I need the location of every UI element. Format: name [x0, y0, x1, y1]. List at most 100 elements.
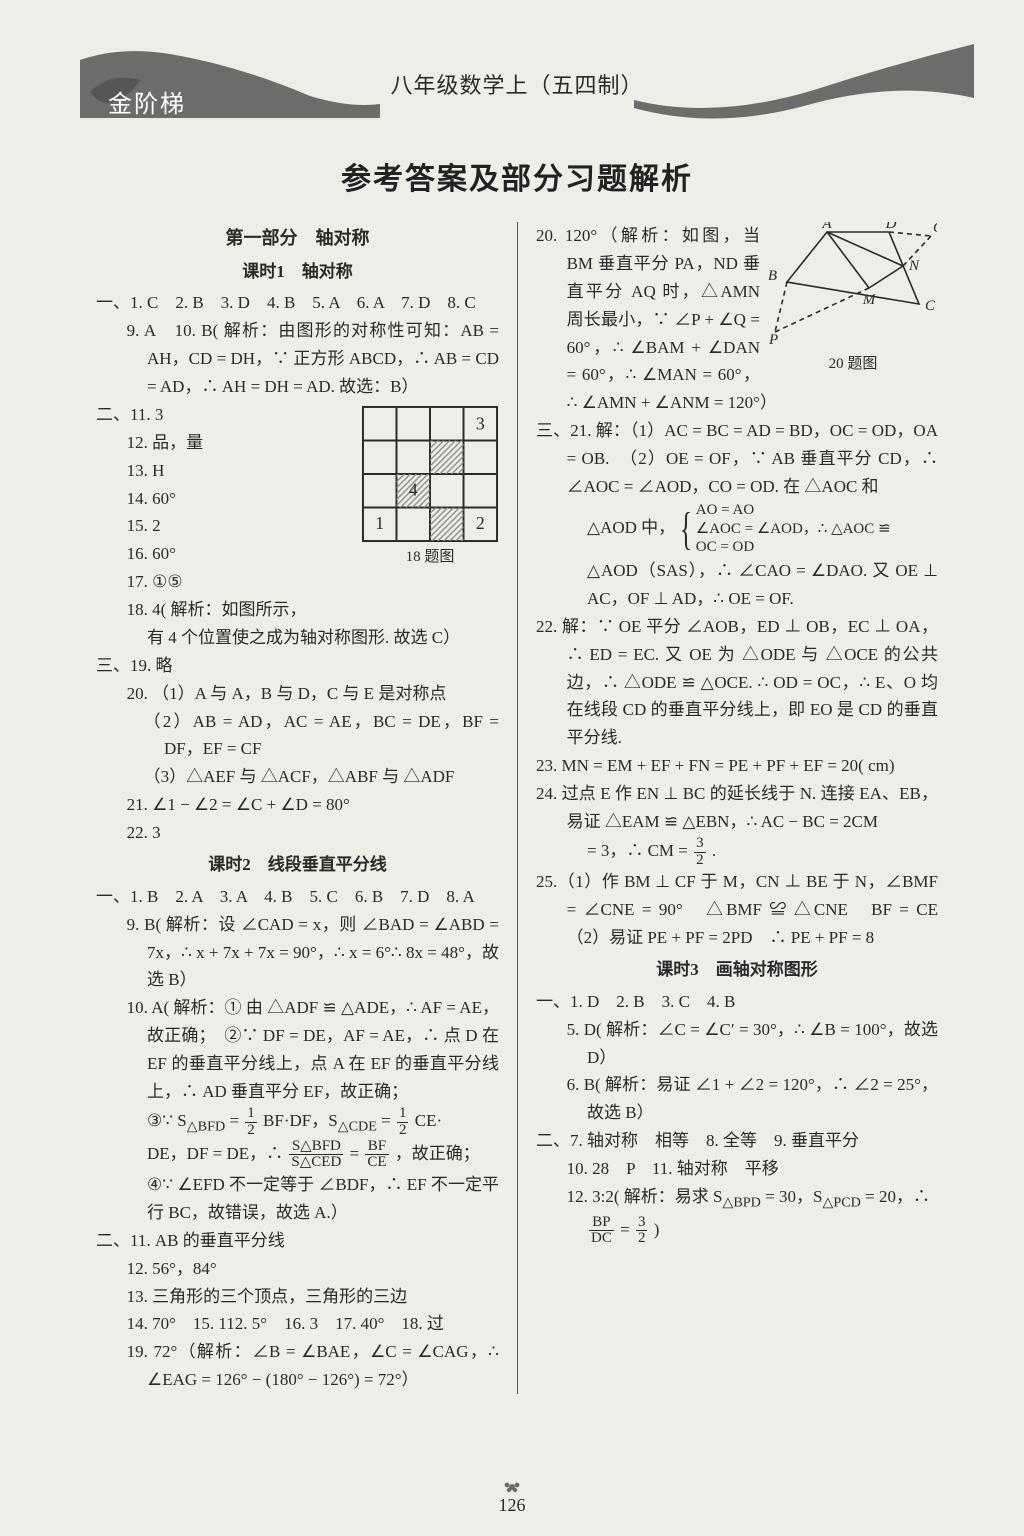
l1-c19: 三、19. 略: [96, 652, 499, 680]
r-q21b: △AOD 中， { AO = AO ∠AOC = ∠AOD，∴ △AOC ≌ O…: [536, 501, 938, 557]
page-number: 126: [0, 1481, 1024, 1516]
num: BP: [589, 1215, 614, 1232]
l1-c20-3: （3）△AEF 与 △ACF，△ABF 与 △ADF: [96, 763, 499, 791]
num: 1: [245, 1106, 257, 1123]
l3-b12-frac: BPDC = 32 ): [536, 1215, 938, 1248]
l3-a1: 一、1. D 2. B 3. C 4. B: [536, 988, 938, 1016]
r-q23: 23. MN = EM + EF + FN = PE + PF + EF = 2…: [536, 752, 938, 780]
l1-c20-1: 20. （1）A 与 A，B 与 D，C 与 E 是对称点: [96, 680, 499, 708]
header-title: 八年级数学上（五四制）: [90, 68, 944, 100]
svg-text:B: B: [769, 268, 777, 284]
l3-b10: 10. 28 P 11. 轴对称 平移: [536, 1155, 938, 1183]
l3-a6: 6. B( 解析：易证 ∠1 + ∠2 = 120°，∴ ∠2 = 25°，故选…: [536, 1071, 938, 1127]
grid-caption: 18 题图: [361, 545, 499, 570]
num: BF: [365, 1139, 388, 1156]
svg-text:D: D: [885, 222, 897, 232]
l2-b14: 14. 70° 15. 112. 5° 16. 3 17. 40° 18. 过: [96, 1310, 499, 1338]
svg-text:P: P: [769, 332, 778, 348]
num: 3: [636, 1215, 648, 1232]
l2-b19: 19. 72°（解析：∠B = ∠BAE，∠C = ∠CAG，∴ ∠EAG = …: [96, 1338, 499, 1394]
num: 1: [397, 1106, 409, 1123]
page-number-text: 126: [499, 1495, 526, 1515]
flower-icon: [492, 1479, 532, 1497]
l1-b18a: 18. 4( 解析：如图所示，: [96, 596, 499, 624]
l2-a10-p4: ④∵ ∠EFD 不一定等于 ∠BDF，∴ EF 不一定平行 BC，故错误，故选 …: [96, 1171, 499, 1227]
case-1: AO = AO: [696, 501, 891, 520]
txt: = 3，∴ CM =: [587, 841, 688, 860]
r-q24a: 24. 过点 E 作 EN ⊥ BC 的延长线于 N. 连接 EA、EB，易证 …: [536, 780, 938, 836]
txt: .: [712, 841, 716, 860]
txt: △AOD 中，: [587, 518, 675, 537]
body-columns: 第一部分 轴对称 课时1 轴对称 一、1. C 2. B 3. D 4. B 5…: [90, 222, 944, 1394]
r-q22: 22. 解：∵ OE 平分 ∠AOB，ED ⊥ OB，EC ⊥ OA，∴ ED …: [536, 613, 938, 752]
brace-icon: {: [680, 508, 692, 549]
den: 2: [397, 1123, 409, 1139]
svg-text:3: 3: [476, 414, 485, 434]
r-q21c: △AOD（SAS），∴ ∠CAO = ∠DAO. 又 OE ⊥ AC，OF ⊥ …: [536, 557, 938, 613]
sub: △BPD: [722, 1194, 760, 1210]
l1-c20-2: （2）AB = AD，AC = AE，BC = DE，BF = DF，EF = …: [96, 708, 499, 764]
txt: = 30，S: [765, 1187, 822, 1206]
r-q21a: 三、21. 解：（1）AC = BC = AD = BD，OC = OD，OA …: [536, 417, 938, 501]
section-1-title: 第一部分 轴对称: [96, 224, 499, 254]
l2-a10-p1: 10. A( 解析：① 由 △ADF ≌ △ADE，∴ AF = AE，故正确；…: [96, 994, 499, 1106]
svg-text:A: A: [821, 222, 832, 232]
den: 2: [636, 1231, 648, 1247]
txt: 12. 3:2( 解析：易求 S: [567, 1187, 723, 1206]
cases: AO = AO ∠AOC = ∠AOD，∴ △AOC ≌ OC = OD: [696, 501, 891, 557]
case-3: OC = OD: [696, 538, 891, 557]
svg-text:C: C: [925, 298, 936, 314]
l2-b11: 二、11. AB 的垂直平分线: [96, 1227, 499, 1255]
svg-text:N: N: [908, 258, 920, 274]
l1-c21: 21. ∠1 − ∠2 = ∠C + ∠D = 80°: [96, 791, 499, 819]
txt: = 20，∴: [865, 1187, 930, 1206]
l2-a1: 一、1. B 2. A 3. A 4. B 5. C 6. B 7. D 8. …: [96, 883, 499, 911]
main-title: 参考答案及部分习题解析: [90, 154, 944, 198]
lesson-1-title: 课时1 轴对称: [96, 258, 499, 286]
l1-a1: 一、1. C 2. B 3. D 4. B 5. A 6. A 7. D 8. …: [96, 289, 499, 317]
svg-text:1: 1: [375, 513, 384, 533]
txt: ③∵ S: [147, 1111, 187, 1130]
num: S△BFD: [289, 1139, 343, 1156]
den: CE: [365, 1155, 388, 1171]
geometry-figure: A D Q B N M C P 20 题图: [768, 222, 938, 377]
page-header: 金阶梯 八年级数学上（五四制）: [90, 40, 944, 132]
svg-text:2: 2: [476, 513, 485, 533]
txt: ): [654, 1220, 660, 1239]
txt: CE·: [415, 1111, 442, 1130]
case-2: ∠AOC = ∠AOD，∴ △AOC ≌: [696, 520, 891, 539]
svg-text:M: M: [862, 292, 877, 308]
geom-caption: 20 题图: [768, 352, 938, 377]
l2-a10-p2: ③∵ S△BFD = 12 BF·DF，S△CDE = 12 CE·: [96, 1106, 499, 1139]
svg-text:4: 4: [409, 480, 418, 500]
grid-svg: 3 4 1 2: [361, 405, 499, 543]
l2-b13: 13. 三角形的三个顶点，三角形的三边: [96, 1283, 499, 1311]
geom-svg: A D Q B N M C P: [769, 222, 937, 350]
l3-a5: 5. D( 解析：∠C = ∠C′ = 30°，∴ ∠B = 100°，故选 D…: [536, 1016, 938, 1072]
column-right: A D Q B N M C P 20 题图 20. 120°（解析：如图，当 B…: [517, 222, 944, 1394]
txt: DE，DF = DE，∴: [147, 1144, 283, 1163]
den: 2: [245, 1123, 257, 1139]
num: 3: [694, 836, 706, 853]
sub: △PCD: [822, 1194, 860, 1210]
den: S△CED: [289, 1155, 343, 1171]
l1-c22: 22. 3: [96, 819, 499, 847]
l1-b18b: 有 4 个位置使之成为轴对称图形. 故选 C）: [96, 624, 499, 652]
grid-figure: 3 4 1 2 18 题图: [361, 405, 499, 570]
txt: ，故正确；: [395, 1144, 480, 1163]
l2-a9: 9. B( 解析：设 ∠CAD = x，则 ∠BAD = ∠ABD = 7x，∴…: [96, 911, 499, 995]
l3-b12: 12. 3:2( 解析：易求 S△BPD = 30，S△PCD = 20，∴: [536, 1183, 938, 1215]
column-left: 第一部分 轴对称 课时1 轴对称 一、1. C 2. B 3. D 4. B 5…: [90, 222, 517, 1394]
lesson-2-title: 课时2 线段垂直平分线: [96, 851, 499, 879]
svg-text:Q: Q: [933, 222, 937, 236]
l1-b17: 17. ①⑤: [96, 568, 499, 596]
den: DC: [589, 1231, 614, 1247]
lesson-3-title: 课时3 画轴对称图形: [536, 956, 938, 984]
txt: BF·DF，S: [263, 1111, 338, 1130]
r-q25: 25.（1）作 BM ⊥ CF 于 M，CN ⊥ BE 于 N，∠BMF = ∠…: [536, 868, 938, 952]
l2-a10-p3: DE，DF = DE，∴ S△BFDS△CED = BFCE ，故正确；: [96, 1139, 499, 1172]
den: 2: [694, 853, 706, 869]
r-q24b: = 3，∴ CM = 32 .: [536, 836, 938, 869]
l3-b7: 二、7. 轴对称 相等 8. 全等 9. 垂直平分: [536, 1127, 938, 1155]
l2-b12: 12. 56°，84°: [96, 1255, 499, 1283]
